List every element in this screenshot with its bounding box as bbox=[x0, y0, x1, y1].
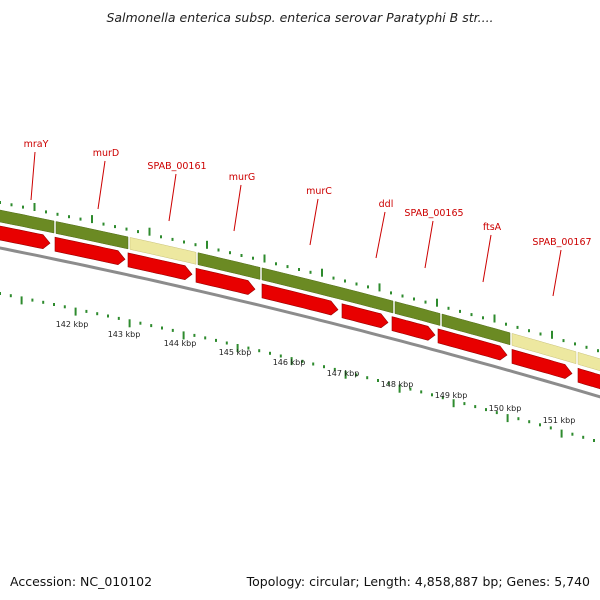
feature-segment-green bbox=[441, 313, 511, 346]
feature-segment-green bbox=[394, 301, 441, 326]
map-title: Salmonella enterica subsp. enterica sero… bbox=[106, 10, 493, 25]
gene-label-leader bbox=[97, 160, 106, 210]
gene-label-leader bbox=[233, 184, 242, 232]
feature-segment-green bbox=[0, 209, 55, 234]
gene-arrow bbox=[511, 349, 573, 379]
gene-arrow bbox=[391, 316, 436, 341]
feature-segment-yellow bbox=[511, 333, 577, 365]
gene-label-leader bbox=[424, 220, 434, 269]
gene-label-leader bbox=[168, 173, 177, 222]
gene-label-ftsa: ftsA bbox=[482, 222, 502, 283]
gene-label-mray: mraY bbox=[24, 139, 49, 201]
kbp-label: 149 kbp bbox=[435, 391, 468, 400]
kbp-label: 151 kbp bbox=[543, 416, 576, 425]
gene-arrow bbox=[341, 303, 389, 329]
gene-arrow bbox=[437, 328, 508, 361]
gene-label-leader bbox=[375, 211, 386, 259]
feature-segment-yellow bbox=[577, 351, 600, 372]
gene-label-murg: murG bbox=[229, 172, 256, 232]
genome-backbone bbox=[0, 246, 600, 399]
gene-label-leader bbox=[309, 198, 319, 246]
feature-segment-yellow bbox=[129, 237, 197, 265]
gene-label-text: SPAB_00167 bbox=[532, 237, 591, 248]
kbp-label: 150 kbp bbox=[489, 404, 522, 413]
gene-label-spab_00165: SPAB_00165 bbox=[404, 208, 464, 269]
kbp-label: 143 kbp bbox=[108, 330, 141, 339]
gene-arrow bbox=[577, 367, 600, 390]
gene-label-text: mraY bbox=[24, 139, 49, 150]
kbp-label: 144 kbp bbox=[164, 339, 197, 348]
kbp-labels: 142 kbp 143 kbp 144 kbp 145 kbp 146 kbp 147 k… bbox=[56, 320, 576, 425]
kbp-label: 148 kbp bbox=[381, 380, 414, 389]
genome-summary-text: Topology: circular; Length: 4,858,887 bp… bbox=[246, 574, 590, 589]
gene-label-ddl: ddl bbox=[375, 199, 394, 259]
gene-label-text: murD bbox=[93, 148, 120, 159]
gene-arrow bbox=[195, 267, 256, 295]
feature-segment-green bbox=[261, 267, 394, 314]
gene-label-text: SPAB_00161 bbox=[147, 161, 206, 172]
gene-arrow bbox=[261, 283, 339, 316]
kbp-label: 146 kbp bbox=[273, 358, 306, 367]
gene-label-leader bbox=[482, 234, 492, 283]
gene-arrow bbox=[54, 236, 126, 266]
feature-segment-green bbox=[197, 252, 261, 280]
gene-arrows-track bbox=[0, 225, 600, 390]
kbp-label: 147 kbp bbox=[327, 369, 360, 378]
gene-label-spab_00161: SPAB_00161 bbox=[147, 161, 207, 222]
gene-label-text: ftsA bbox=[483, 222, 502, 233]
accession-text: Accession: NC_010102 bbox=[10, 574, 152, 589]
gene-label-leader bbox=[30, 151, 36, 201]
feature-segment-green bbox=[55, 221, 129, 250]
gene-labels: mraY murD SPAB_00161 murG murC ddl SPAB_00165f… bbox=[24, 139, 592, 297]
gene-label-murc: murC bbox=[306, 186, 332, 246]
gene-label-murd: murD bbox=[93, 148, 120, 210]
kbp-label: 142 kbp bbox=[56, 320, 89, 329]
feature-track bbox=[0, 209, 600, 372]
kbp-label: 145 kbp bbox=[219, 348, 252, 357]
gene-label-text: ddl bbox=[379, 199, 394, 210]
gene-arrow bbox=[0, 225, 51, 250]
scale-ticks bbox=[0, 292, 595, 442]
gene-arrow bbox=[127, 252, 193, 281]
gene-label-spab_00167: SPAB_00167 bbox=[532, 237, 592, 297]
gene-label-text: SPAB_00165 bbox=[404, 208, 463, 219]
gene-label-text: murC bbox=[306, 186, 332, 197]
genome-map: mraY murD SPAB_00161 murG murC ddl SPAB_00165f… bbox=[0, 139, 600, 442]
gene-label-leader bbox=[552, 249, 562, 297]
gene-label-text: murG bbox=[229, 172, 256, 183]
gc-skew-ticks bbox=[0, 201, 599, 353]
